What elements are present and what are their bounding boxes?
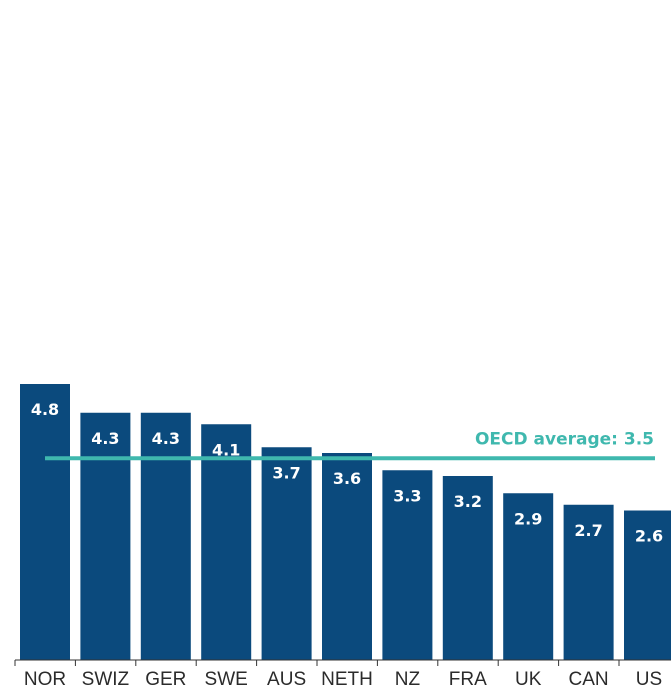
bar-neth xyxy=(322,453,372,660)
tick-label-uk: UK xyxy=(515,669,542,690)
tick-label-swiz: SWIZ xyxy=(82,669,130,690)
value-label-swiz: 4.3 xyxy=(91,429,119,448)
x-axis-ticks xyxy=(14,660,620,666)
tick-label-us: US xyxy=(636,669,662,690)
bar-nz xyxy=(382,470,433,660)
tick-label-ger: GER xyxy=(145,669,186,690)
tick-label-fra: FRA xyxy=(449,669,487,690)
value-label-us: 2.6 xyxy=(635,527,663,546)
bar-uk xyxy=(503,493,554,660)
tick-label-neth: NETH xyxy=(321,669,373,690)
value-label-uk: 2.9 xyxy=(514,509,542,528)
tick-label-can: CAN xyxy=(569,669,609,690)
value-label-neth: 3.6 xyxy=(333,469,361,488)
value-labels-group: 4.8 4.3 4.3 4.1 3.7 3.6 3.3 3.2 2.9 2.7 2.6 xyxy=(31,400,663,546)
bar-swe xyxy=(201,424,252,660)
bar-ger xyxy=(140,412,191,660)
bar-can xyxy=(563,504,614,660)
bar-fra xyxy=(442,476,493,660)
value-label-fra: 3.2 xyxy=(454,492,482,511)
bars-group xyxy=(20,384,671,660)
value-label-swe: 4.1 xyxy=(212,440,240,459)
value-label-ger: 4.3 xyxy=(152,429,180,448)
tick-label-nz: NZ xyxy=(395,669,421,690)
oecd-average-label: OECD average: 3.5 xyxy=(475,429,654,449)
x-axis-tick-labels: NOR SWIZ GER SWE AUS NETH NZ FRA UK CAN US xyxy=(24,669,662,690)
bar-nor xyxy=(20,384,70,660)
tick-label-aus: AUS xyxy=(267,669,306,690)
bar-aus xyxy=(261,447,312,660)
bar-us xyxy=(624,510,671,660)
value-label-nz: 3.3 xyxy=(393,486,421,505)
tick-label-swe: SWE xyxy=(205,669,248,690)
value-label-can: 2.7 xyxy=(574,521,602,540)
tick-label-nor: NOR xyxy=(24,669,66,690)
value-label-nor: 4.8 xyxy=(31,400,59,419)
value-label-aus: 3.7 xyxy=(272,463,300,482)
bar-swiz xyxy=(80,412,131,660)
